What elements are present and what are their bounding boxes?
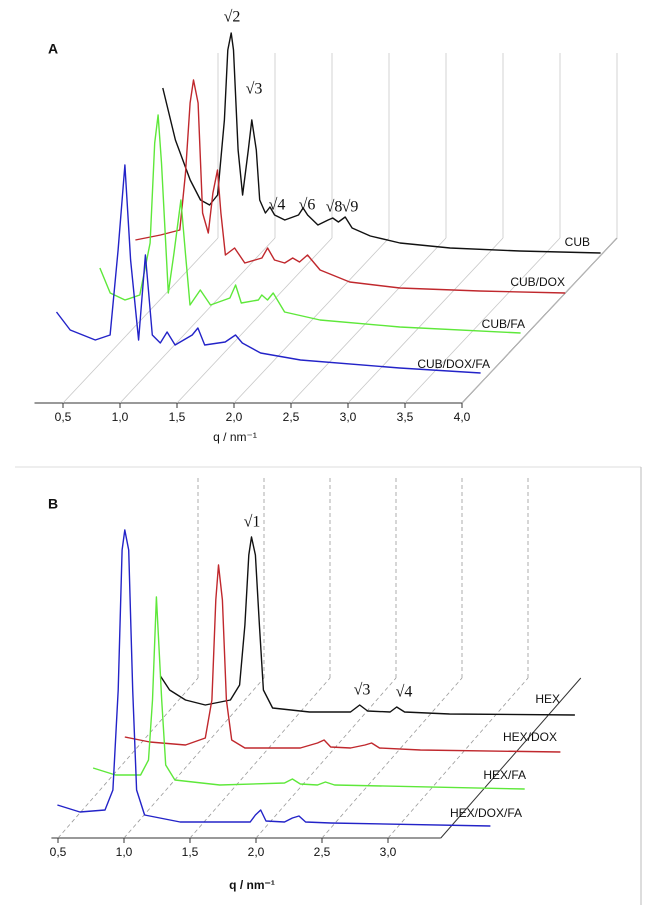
series-label: CUB/DOX/FA — [417, 357, 490, 371]
series-label: CUB/FA — [482, 317, 525, 331]
series-label: CUB — [565, 235, 590, 249]
x-tick-label: 3,5 — [397, 410, 414, 424]
x-tick-label: 2,0 — [248, 845, 265, 859]
series-line — [57, 529, 491, 827]
peak-annotation: √2 — [224, 9, 241, 26]
grid-line — [176, 237, 333, 404]
grid-line — [189, 677, 331, 839]
grid-line — [119, 237, 276, 404]
series-line — [92, 596, 525, 790]
x-tick-label: 0,5 — [50, 845, 67, 859]
x-tick-label: 3,0 — [340, 410, 357, 424]
x-tick-label: 2,5 — [314, 845, 331, 859]
x-tick-label: 1,0 — [116, 845, 133, 859]
grid-line — [404, 237, 561, 404]
series-label: HEX — [535, 692, 560, 706]
peak-annotation: √1 — [244, 514, 261, 531]
peak-annotation: √8 — [326, 199, 343, 216]
series-line — [124, 564, 561, 753]
grid-line — [123, 677, 265, 839]
series-line — [159, 536, 575, 716]
grid-line — [255, 677, 397, 839]
x-tick-label: 4,0 — [454, 410, 471, 424]
panel-letter: B — [48, 496, 58, 512]
x-tick-label: 2,5 — [283, 410, 300, 424]
grid-line — [290, 237, 447, 404]
x-axis-label: q / nm⁻¹ — [229, 878, 275, 892]
series-line — [135, 79, 566, 294]
x-tick-label: 1,5 — [169, 410, 186, 424]
grid-line — [461, 237, 618, 404]
grid-line — [57, 677, 199, 839]
grid-line — [321, 677, 463, 839]
series-label: HEX/DOX — [503, 730, 557, 744]
x-axis-label: q / nm⁻¹ — [213, 430, 257, 444]
peak-annotation: √4 — [396, 684, 413, 701]
peak-annotation: √3 — [246, 81, 263, 98]
series-label: HEX/DOX/FA — [450, 806, 522, 820]
grid-line — [387, 677, 529, 839]
x-tick-label: 3,0 — [380, 845, 397, 859]
peak-annotation: √3 — [354, 682, 371, 699]
peak-annotation: √6 — [299, 197, 316, 214]
depth-axis — [440, 677, 582, 839]
peak-annotation: √9 — [342, 199, 359, 216]
series-label: HEX/FA — [483, 768, 526, 782]
grid-line — [347, 237, 504, 404]
series-line — [162, 32, 601, 254]
peak-annotation: √4 — [269, 197, 286, 214]
x-tick-label: 2,0 — [226, 410, 243, 424]
x-tick-label: 0,5 — [55, 410, 72, 424]
x-tick-label: 1,0 — [112, 410, 129, 424]
series-line — [99, 114, 521, 334]
grid-line — [233, 237, 390, 404]
panel-letter: A — [48, 41, 58, 57]
series-line — [55, 164, 481, 374]
x-tick-label: 1,5 — [182, 845, 199, 859]
series-label: CUB/DOX — [510, 275, 565, 289]
